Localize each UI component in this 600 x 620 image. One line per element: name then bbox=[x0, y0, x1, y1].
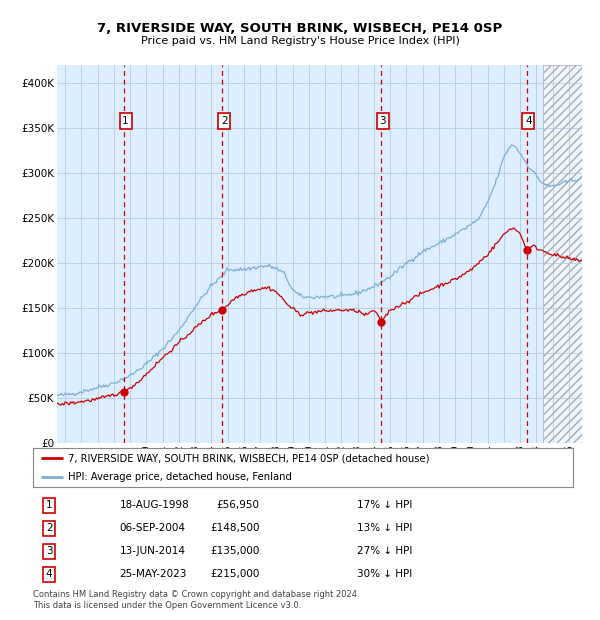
Text: 06-SEP-2004: 06-SEP-2004 bbox=[119, 523, 185, 533]
Text: 1: 1 bbox=[122, 116, 129, 126]
Text: £56,950: £56,950 bbox=[217, 500, 260, 510]
Text: HPI: Average price, detached house, Fenland: HPI: Average price, detached house, Fenl… bbox=[68, 472, 292, 482]
Text: 4: 4 bbox=[46, 569, 53, 579]
Text: 30% ↓ HPI: 30% ↓ HPI bbox=[357, 569, 412, 579]
Text: 2: 2 bbox=[46, 523, 53, 533]
Text: 25-MAY-2023: 25-MAY-2023 bbox=[119, 569, 187, 579]
Text: Contains HM Land Registry data © Crown copyright and database right 2024.: Contains HM Land Registry data © Crown c… bbox=[33, 590, 359, 600]
Text: 7, RIVERSIDE WAY, SOUTH BRINK, WISBECH, PE14 0SP (detached house): 7, RIVERSIDE WAY, SOUTH BRINK, WISBECH, … bbox=[68, 453, 430, 463]
Bar bbox=[544, 65, 582, 443]
Text: 1: 1 bbox=[46, 500, 53, 510]
Text: 7, RIVERSIDE WAY, SOUTH BRINK, WISBECH, PE14 0SP: 7, RIVERSIDE WAY, SOUTH BRINK, WISBECH, … bbox=[97, 22, 503, 35]
Text: £148,500: £148,500 bbox=[210, 523, 260, 533]
Text: 13-JUN-2014: 13-JUN-2014 bbox=[119, 546, 185, 556]
Text: 17% ↓ HPI: 17% ↓ HPI bbox=[357, 500, 412, 510]
Text: 27% ↓ HPI: 27% ↓ HPI bbox=[357, 546, 412, 556]
Text: Price paid vs. HM Land Registry's House Price Index (HPI): Price paid vs. HM Land Registry's House … bbox=[140, 36, 460, 46]
Text: 2: 2 bbox=[221, 116, 227, 126]
Text: This data is licensed under the Open Government Licence v3.0.: This data is licensed under the Open Gov… bbox=[33, 601, 301, 611]
Text: £135,000: £135,000 bbox=[211, 546, 260, 556]
Text: 3: 3 bbox=[379, 116, 386, 126]
Text: 18-AUG-1998: 18-AUG-1998 bbox=[119, 500, 189, 510]
Text: 3: 3 bbox=[46, 546, 53, 556]
Text: 13% ↓ HPI: 13% ↓ HPI bbox=[357, 523, 412, 533]
Bar bbox=[544, 65, 582, 443]
Text: 4: 4 bbox=[525, 116, 532, 126]
Text: £215,000: £215,000 bbox=[211, 569, 260, 579]
